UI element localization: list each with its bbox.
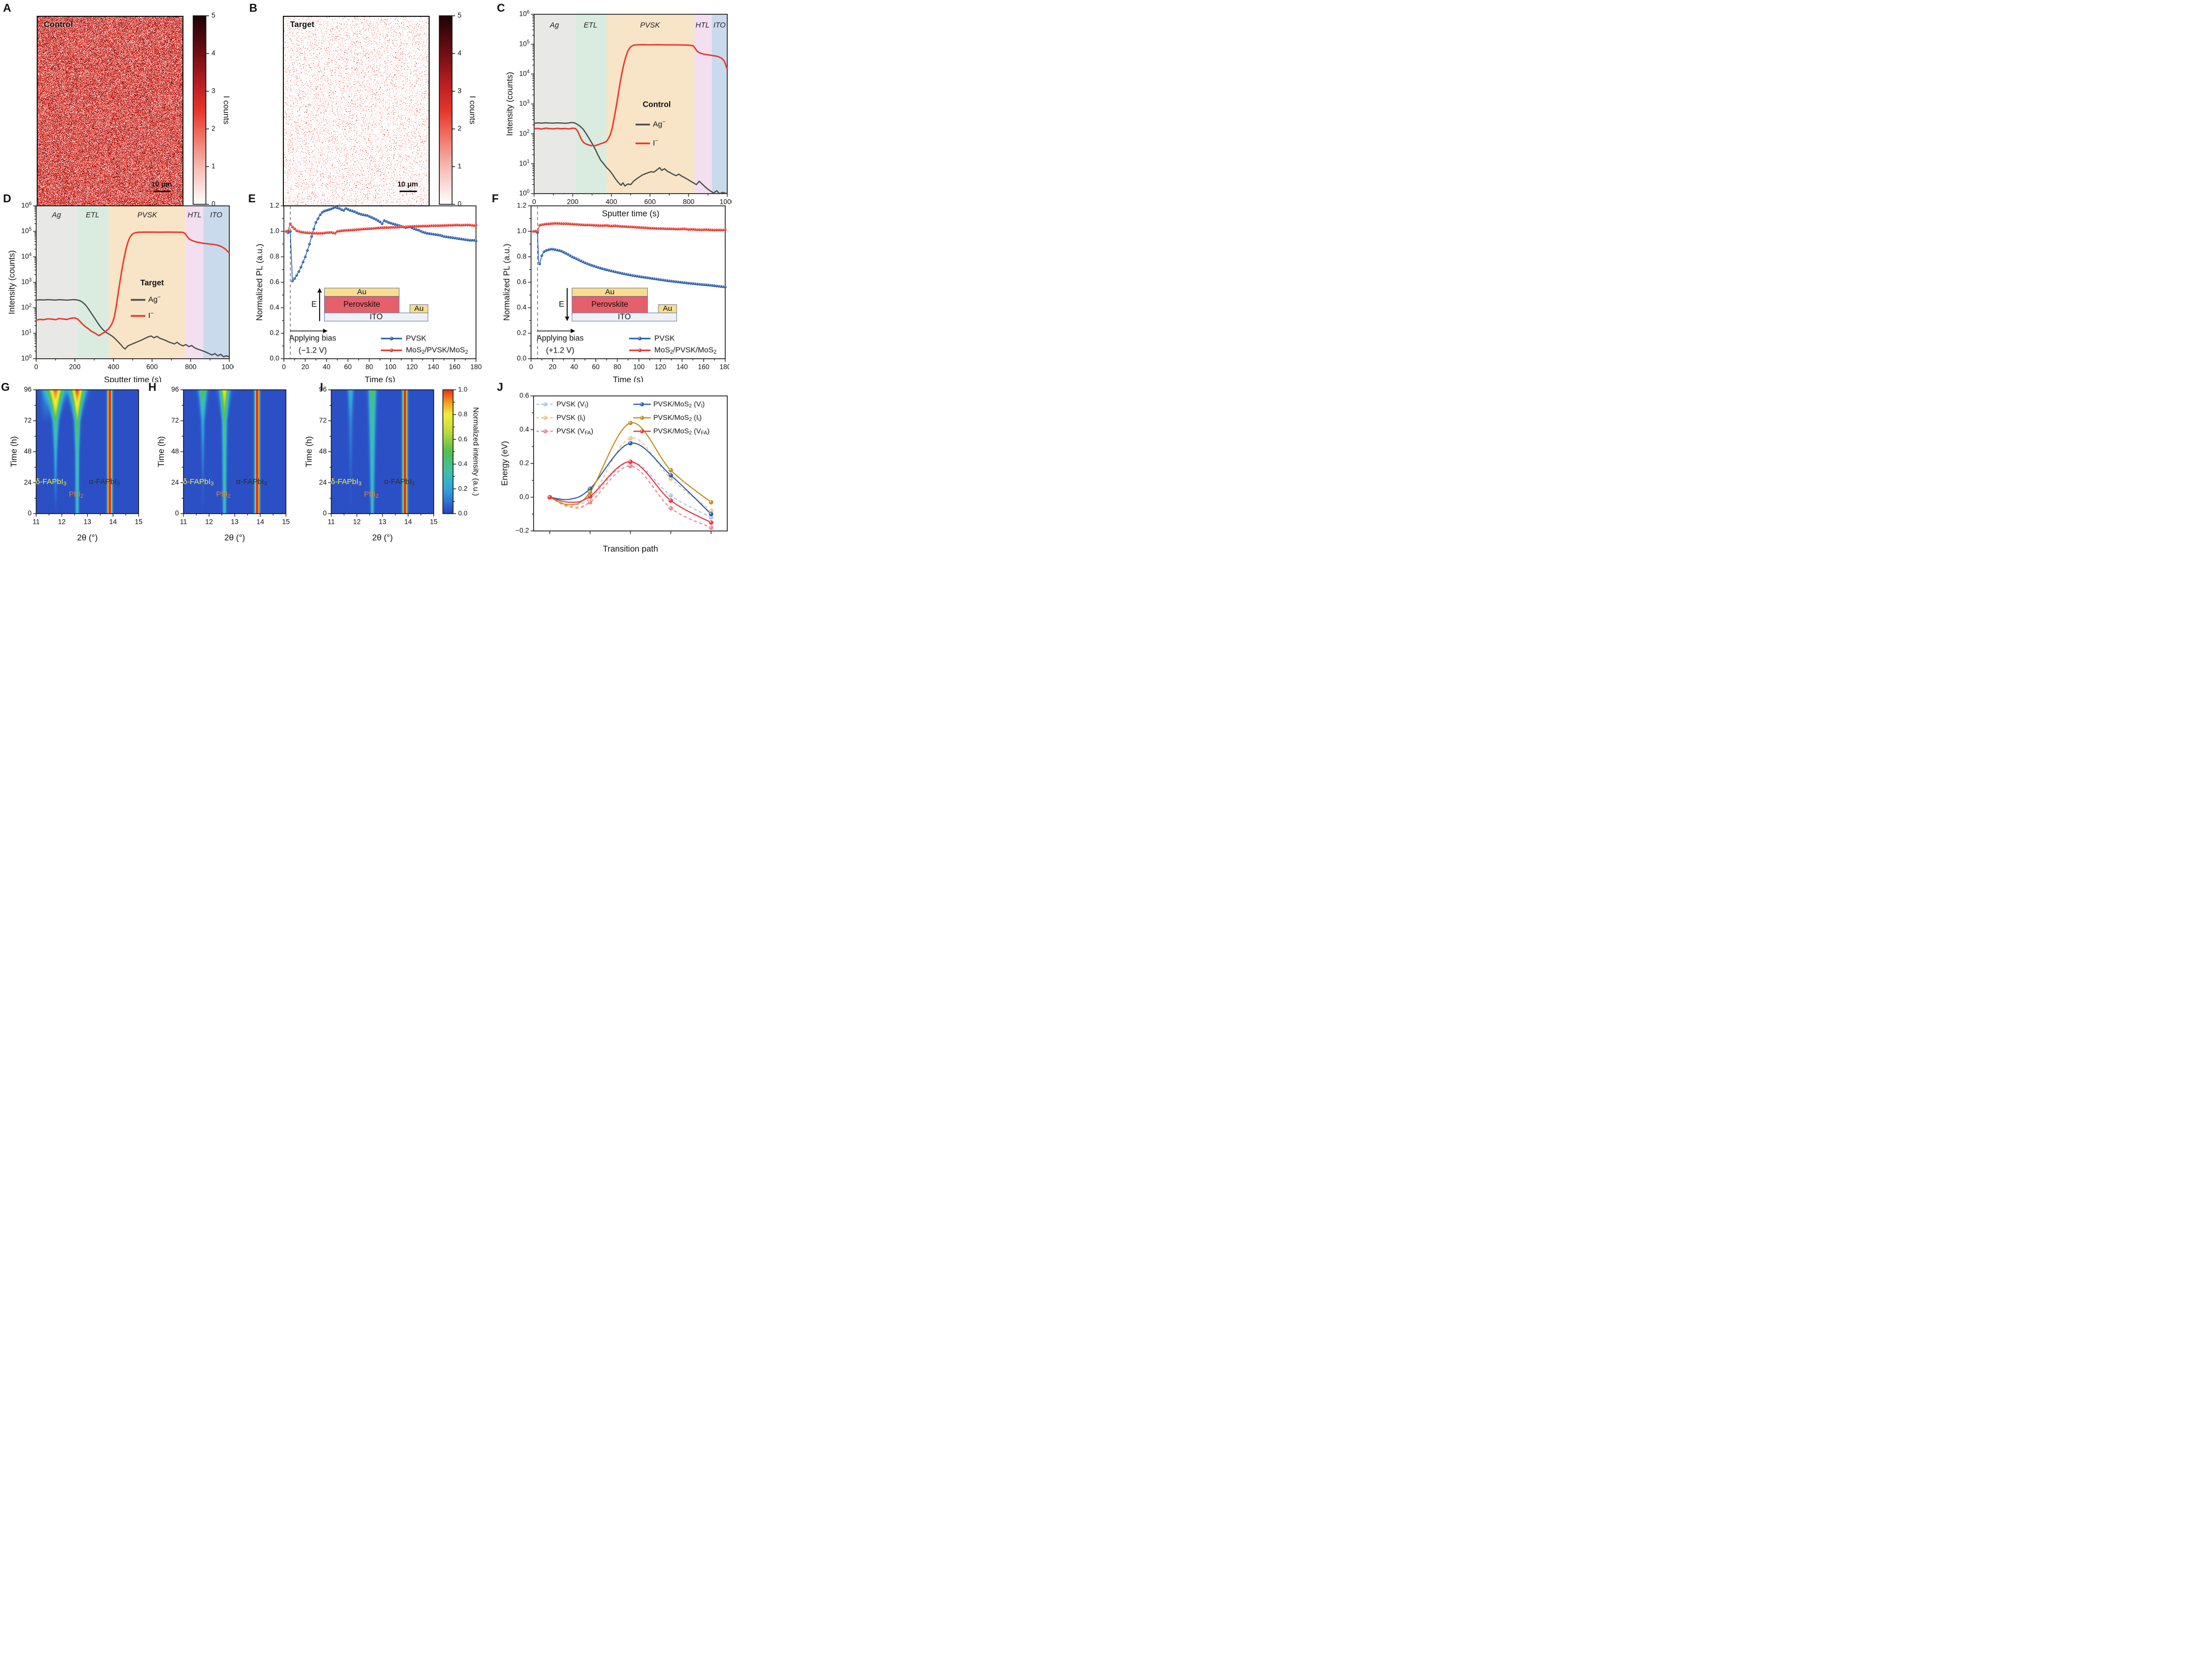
- counts-colorbar-control: [192, 13, 224, 208]
- counts-colorbar-target-title: I counts: [468, 95, 477, 125]
- xrd-heatmap-g: [4, 384, 153, 561]
- counts-colorbar-target: [438, 13, 470, 208]
- intensity-colorbar: [442, 384, 482, 531]
- counts-colorbar-control-title: I counts: [222, 95, 230, 125]
- xrd-heatmap-i: [299, 384, 448, 561]
- scalebar-label-target: 10 μm: [397, 180, 418, 188]
- sims-map-control: [37, 16, 183, 206]
- depth-profile-control-chart: [502, 0, 732, 219]
- panel-letter-a: A: [3, 2, 11, 14]
- depth-profile-target-chart: [4, 193, 234, 382]
- scalebar-target: [400, 191, 417, 192]
- intensity-colorbar-title: Normalized intensity (a.u.): [471, 407, 480, 496]
- transition-energy-chart: [497, 380, 732, 561]
- sims-map-target: [283, 16, 430, 206]
- map-control-title: Control: [44, 20, 73, 29]
- pl-negative-bias-chart: [252, 193, 482, 382]
- pl-positive-bias-chart: [499, 193, 729, 382]
- figure-root: A B C D E F G H I J Control 10 μm I coun…: [0, 0, 732, 561]
- scalebar-control: [153, 191, 171, 192]
- panel-letter-b: B: [249, 2, 257, 14]
- panel-letter-f: F: [492, 192, 499, 205]
- xrd-heatmap-h: [151, 384, 300, 561]
- scalebar-label-control: 10 μm: [151, 180, 172, 188]
- map-target-title: Target: [290, 20, 314, 29]
